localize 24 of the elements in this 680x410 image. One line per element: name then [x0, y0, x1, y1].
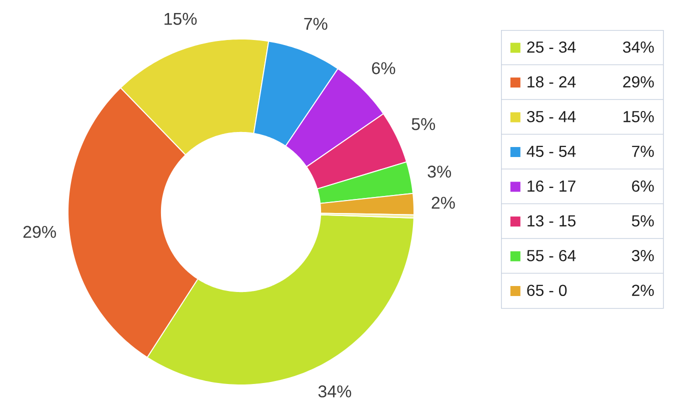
data-label: 5%	[412, 118, 436, 130]
text: 3%	[632, 250, 654, 262]
legend-label: 13 - 15	[528, 215, 576, 227]
text: 29%	[623, 76, 654, 88]
data-label: 2%	[432, 196, 455, 209]
data-label: 29%	[23, 226, 56, 238]
data-label: 3%	[428, 166, 452, 178]
legend-label: 45 - 54	[526, 146, 576, 157]
text: 5%	[632, 215, 654, 227]
legend-label: 65 - 0	[527, 284, 567, 296]
legend-label: 55 - 64	[527, 250, 576, 262]
legend-label: 16 - 17	[528, 180, 576, 192]
text: 7%	[632, 146, 654, 157]
data-label: 6%	[372, 62, 396, 74]
text: 6%	[632, 180, 654, 192]
data-label: 34%	[318, 385, 352, 398]
legend-label: 25 - 34	[527, 41, 576, 53]
data-label: 15%	[164, 12, 197, 25]
text: 15%	[624, 111, 654, 122]
data-label: 7%	[304, 18, 328, 30]
legend-label: 18 - 24	[528, 76, 576, 88]
text: 34%	[622, 41, 654, 53]
text: 2%	[632, 284, 654, 296]
legend-label: 35 - 44	[527, 110, 576, 122]
